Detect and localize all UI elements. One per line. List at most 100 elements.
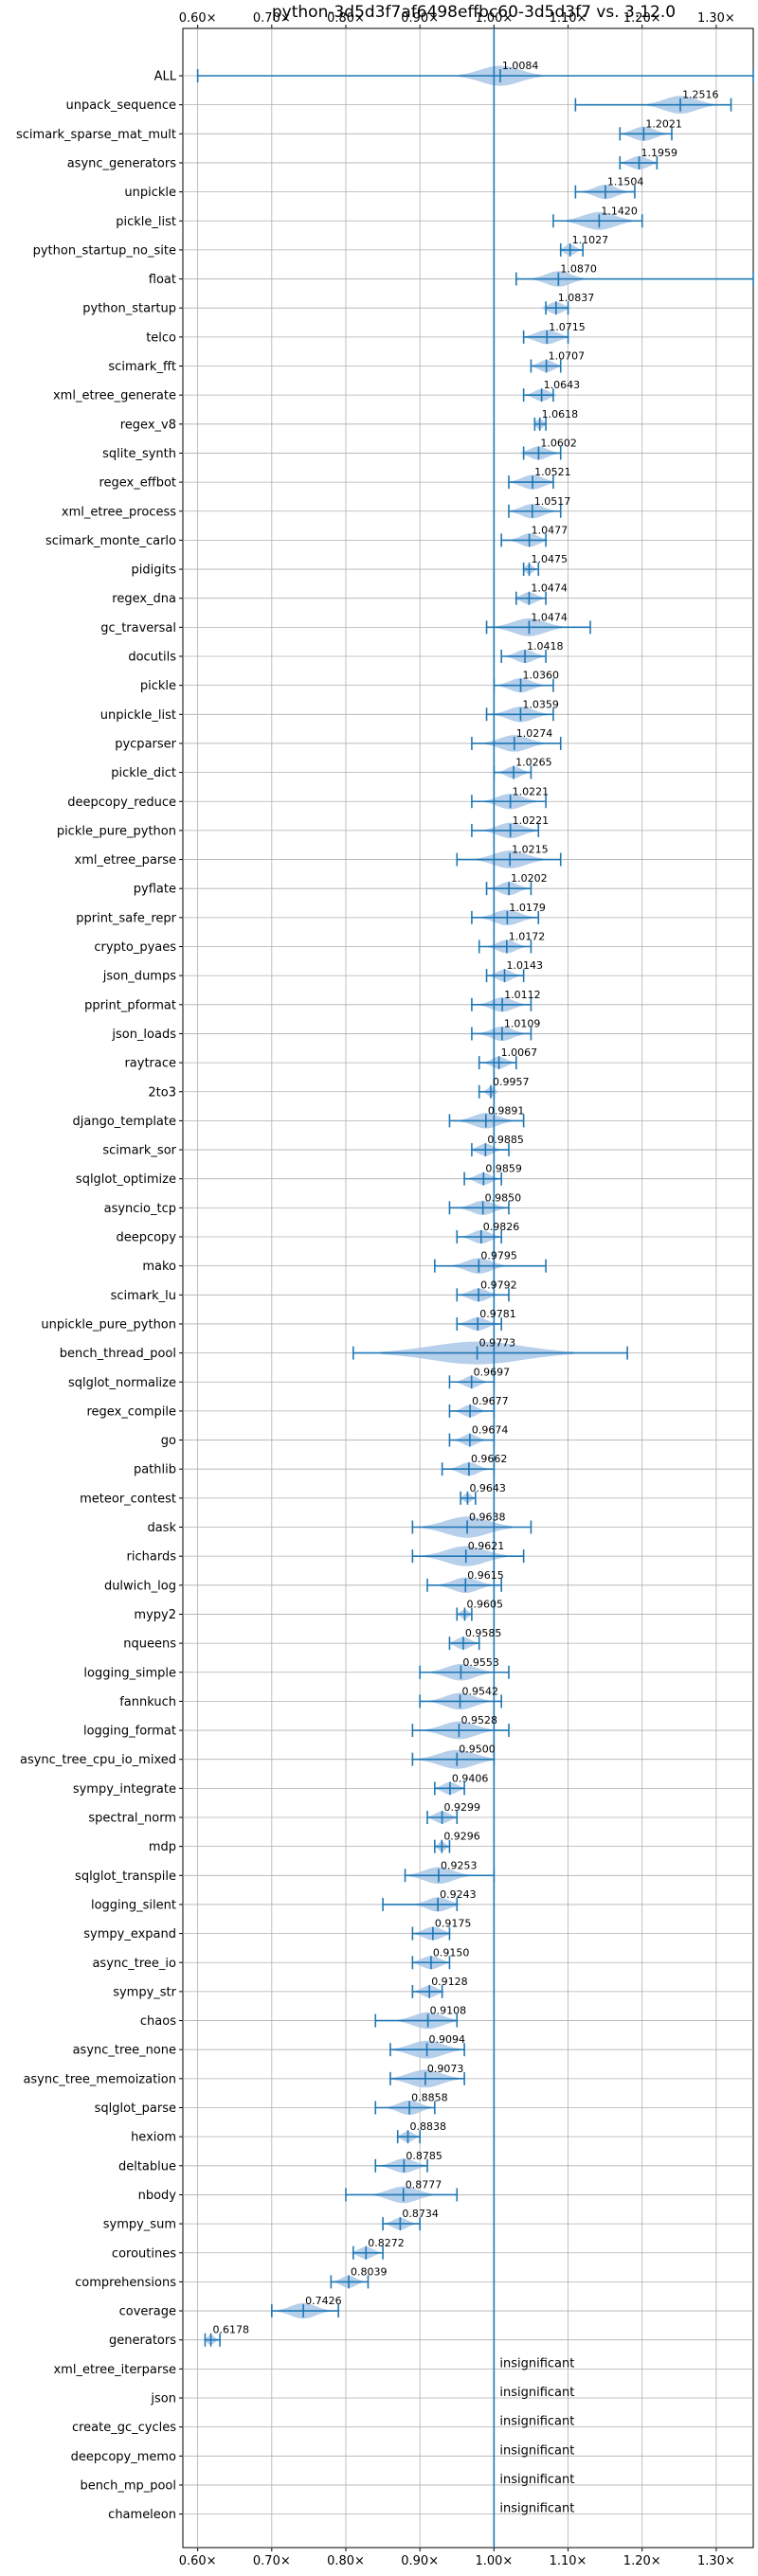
insignificant-label: insignificant [499,2502,574,2516]
benchmark-label: pyflate [134,883,176,897]
mean-value-label: 1.0707 [549,350,586,363]
mean-value-label: 1.0418 [527,640,564,653]
x-tick-label-top: 0.80× [327,11,365,26]
benchmark-label: ALL [154,70,177,84]
violin-layer [203,65,714,2345]
mean-value-label: 0.9850 [485,1191,522,1204]
mean-value-label: 1.0360 [523,670,560,682]
mean-value-label: 1.0474 [531,582,568,595]
benchmark-label: json [150,2392,176,2406]
mean-value-label: 0.9859 [485,1163,522,1175]
mean-value-label: 0.9296 [443,1831,480,1843]
benchmark-label: unpickle_list [100,708,176,723]
mean-value-label: 0.9243 [440,1888,477,1901]
mean-value-label: 1.0475 [532,553,568,565]
benchmark-label: python_startup_no_site [33,243,176,258]
benchmark-label: logging_format [83,1725,176,1739]
benchmark-label: spectral_norm [88,1812,176,1826]
benchmark-label: sympy_expand [83,1927,176,1941]
benchmark-label: telco [146,331,176,345]
mean-value-label: 0.8777 [406,2178,442,2191]
x-tick-label-top: 1.10× [550,11,587,26]
mean-value-label: 0.8838 [410,2120,447,2133]
x-tick-label-top: 0.70× [253,11,291,26]
benchmark-label: sympy_str [113,1985,176,1999]
mean-value-label: 1.0215 [512,844,549,856]
mean-value-label: 0.9792 [480,1279,517,1291]
benchmark-label: go [161,1434,176,1448]
mean-value-label: 1.0517 [534,495,571,508]
mean-value-label: 1.0715 [549,321,586,333]
benchmark-label: pickle_list [116,215,176,229]
benchmark-label: scimark_monte_carlo [45,534,176,548]
mean-value-label: 0.9500 [459,1744,495,1756]
benchmark-label: deltablue [118,2159,176,2174]
insignificant-label: insignificant [499,2386,574,2400]
mean-value-label: 0.9528 [460,1714,496,1726]
chart-title: python-3d5d3f7af6498effbc60-3d5d3f7 vs. … [272,3,676,22]
mean-value-label: 1.0109 [504,1017,541,1029]
x-tick-label-bottom: 0.90× [401,2554,439,2568]
mean-value-label: 0.9773 [479,1337,515,1350]
errorbar-layer [196,69,754,2347]
benchmark-label: fannkuch [119,1695,176,1709]
mean-value-label: 0.8734 [402,2208,439,2220]
mean-value-label: 1.0474 [531,611,568,623]
mean-value-label: 0.9638 [469,1512,506,1524]
mean-value-label: 1.0837 [558,292,595,304]
x-tick-label-top: 1.30× [697,11,735,26]
benchmark-label: mypy2 [134,1608,176,1622]
label-layer: 1.0084 1.2516 1.2021 1.1959 1.1504 1.1420 1.10… [213,60,719,2516]
benchmark-label: pickle_pure_python [57,824,176,838]
mean-value-label: 0.9795 [480,1250,517,1262]
benchmark-label: gc_traversal [100,621,176,635]
mean-value-label: 0.9553 [462,1656,499,1669]
benchmark-label: coroutines [112,2246,176,2261]
mean-value-label: 0.9108 [430,2005,467,2017]
mean-value-label: 0.9073 [427,2063,464,2075]
benchmark-label: coverage [119,2305,176,2319]
insignificant-label: insignificant [499,2356,574,2370]
mean-value-label: 1.0172 [509,931,546,943]
benchmark-label: sqlglot_normalize [68,1376,176,1390]
benchmark-label: raytrace [124,1057,176,1071]
mean-value-label: 0.9891 [488,1104,525,1117]
benchmark-label: pprint_pformat [84,998,176,1012]
mean-value-label: 0.9605 [466,1598,503,1610]
benchmark-label: pycparser [115,737,176,751]
mean-value-label: 0.9542 [462,1685,499,1697]
x-tick-label-bottom: 0.60× [179,2554,217,2568]
mean-value-label: 1.0618 [542,408,579,420]
benchmark-label: scimark_fft [108,360,176,374]
x-tick-label-top: 1.20× [623,11,661,26]
insignificant-label: insignificant [499,2443,574,2458]
mean-value-label: 1.0179 [509,902,546,914]
benchmark-label: unpack_sequence [65,98,176,113]
benchmark-label: richards [127,1550,177,1565]
benchmark-label: async_generators [67,156,177,170]
benchmark-label: json_loads [111,1028,176,1042]
mean-value-label: 1.0112 [504,989,541,1001]
mean-value-label: 0.9585 [465,1627,502,1639]
benchmark-label: pickle_dict [111,766,176,780]
benchmark-label: dulwich_log [104,1579,176,1593]
mean-value-label: 1.0202 [511,872,548,885]
benchmark-label: bench_thread_pool [60,1347,176,1361]
benchmark-label: scimark_sparse_mat_mult [16,128,176,142]
benchmark-label: pickle [140,679,176,693]
mean-value-label: 1.0143 [507,959,544,972]
benchmark-label: sqlglot_transpile [75,1869,176,1884]
benchmark-label: deepcopy [116,1231,176,1245]
x-tick-label-top: 1.00× [475,11,513,26]
mean-value-label: 0.8858 [411,2092,448,2104]
mean-value-label: 0.9662 [471,1453,508,1465]
mean-value-label: 0.9677 [472,1395,509,1407]
benchmark-label: sqlglot_parse [95,2102,176,2116]
mean-value-label: 1.1027 [572,234,609,246]
mean-value-label: 0.9615 [467,1569,504,1582]
benchmark-label: hexiom [131,2131,176,2145]
mean-value-label: 1.0477 [532,524,568,536]
mean-value-label: 0.8785 [406,2150,442,2162]
benchmark-label: async_tree_io [92,1957,176,1971]
